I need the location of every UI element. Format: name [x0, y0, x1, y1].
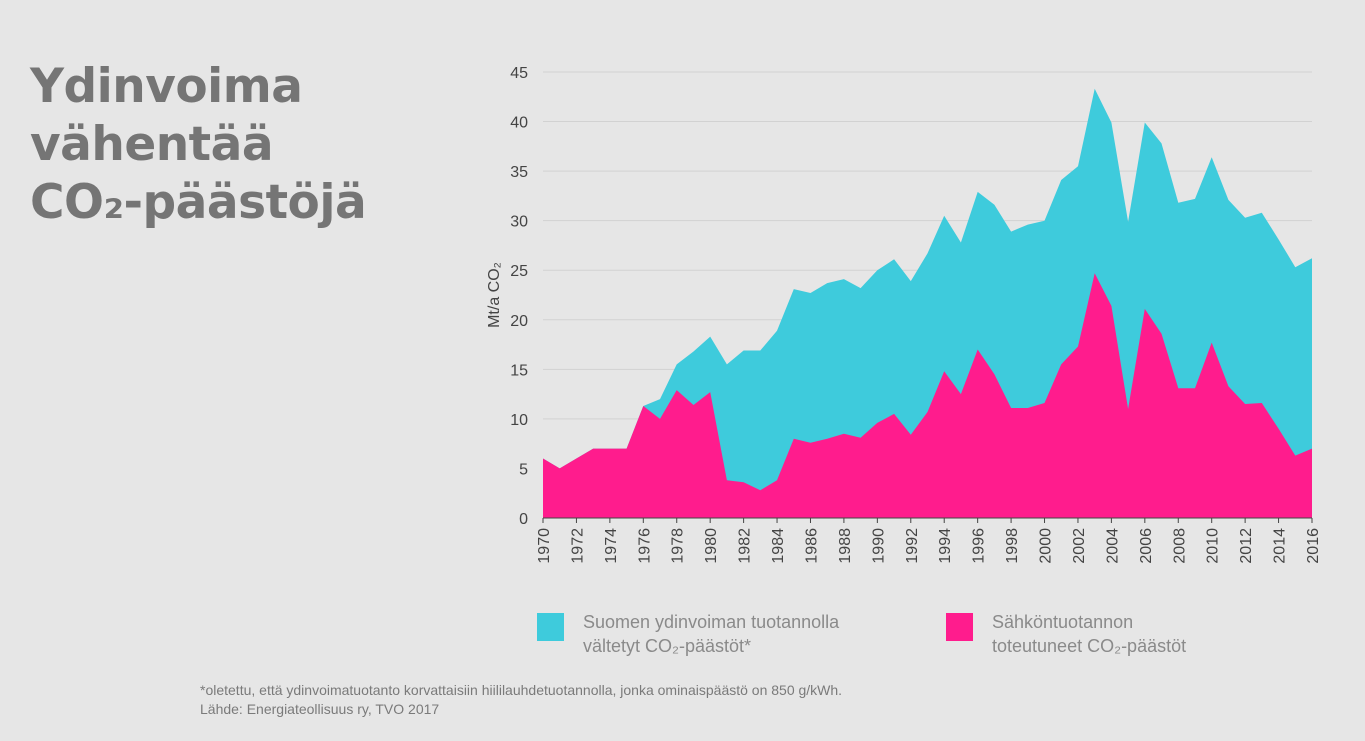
x-tick-label-1994: 1994 — [937, 528, 954, 564]
y-tick-label-25: 25 — [510, 263, 528, 280]
footnote-source: Lähde: Energiateollisuus ry, TVO 2017 — [200, 701, 440, 717]
y-tick-label-30: 30 — [510, 214, 528, 231]
x-tick-label-1972: 1972 — [569, 528, 586, 564]
legend-label-actual-line1: Sähköntuotannon — [992, 612, 1134, 632]
x-axis: 1970 1972 1974 1976 1978 1980 1982 1984 1986 1988… — [536, 517, 1322, 564]
legend-label-avoided-line2: vältetyt CO₂-päästöt* — [583, 636, 752, 656]
x-tick-label-2004: 2004 — [1104, 528, 1121, 564]
y-tick-label-15: 15 — [510, 362, 528, 379]
legend-label-actual: Sähköntuotannon toteutuneet CO₂-päästöt — [992, 610, 1186, 658]
x-tick-label-2016: 2016 — [1305, 528, 1322, 564]
x-tick-label-2008: 2008 — [1171, 528, 1188, 564]
x-tick-label-2014: 2014 — [1272, 528, 1289, 564]
x-tick-label-1978: 1978 — [670, 528, 687, 564]
title-line-1: Ydinvoima — [30, 59, 303, 114]
y-tick-label-35: 35 — [510, 164, 528, 181]
x-tick-label-1996: 1996 — [971, 528, 988, 564]
y-tick-label-20: 20 — [510, 313, 528, 330]
x-tick-label-1990: 1990 — [870, 528, 887, 564]
x-tick-label-1986: 1986 — [803, 528, 820, 564]
y-tick-label-45: 45 — [510, 65, 528, 82]
x-tick-label-1982: 1982 — [737, 528, 754, 564]
x-tick-label-2010: 2010 — [1205, 528, 1222, 564]
legend-swatch-actual — [946, 613, 973, 641]
legend-label-avoided-line1: Suomen ydinvoiman tuotannolla — [583, 612, 840, 632]
x-tick-label-2000: 2000 — [1038, 528, 1055, 564]
footnote: *oletettu, että ydinvoimatuotanto korvat… — [200, 681, 842, 719]
y-tick-label-40: 40 — [510, 115, 528, 132]
y-axis: 0 5 10 15 20 25 30 35 40 45 — [510, 65, 528, 528]
legend-label-actual-line2: toteutuneet CO₂-päästöt — [992, 636, 1187, 656]
y-axis-label: Mt/a CO₂ — [486, 262, 503, 328]
x-tick-label-1976: 1976 — [636, 528, 653, 564]
x-tick-label-1970: 1970 — [536, 528, 553, 564]
title-line-3: CO₂-päästöjä — [30, 175, 367, 230]
x-tick-label-1974: 1974 — [603, 528, 620, 564]
y-tick-label-10: 10 — [510, 412, 528, 429]
page-title: Ydinvoima vähentää CO₂-päästöjä — [30, 58, 367, 232]
title-line-2: vähentää — [30, 117, 274, 172]
y-tick-label-0: 0 — [519, 511, 528, 528]
x-tick-label-2006: 2006 — [1138, 528, 1155, 564]
legend-swatch-avoided — [537, 613, 564, 641]
x-tick-label-1980: 1980 — [703, 528, 720, 564]
x-tick-label-1988: 1988 — [837, 528, 854, 564]
x-tick-label-1992: 1992 — [904, 528, 921, 564]
x-tick-label-2002: 2002 — [1071, 528, 1088, 564]
y-tick-label-5: 5 — [519, 461, 528, 478]
x-tick-label-2012: 2012 — [1238, 528, 1255, 564]
footnote-note: *oletettu, että ydinvoimatuotanto korvat… — [200, 682, 843, 698]
x-tick-label-1984: 1984 — [770, 528, 787, 564]
area-actual-emissions — [543, 273, 1312, 518]
chart-areas — [543, 88, 1312, 519]
legend-label-avoided: Suomen ydinvoiman tuotannolla vältetyt C… — [583, 610, 839, 658]
x-tick-label-1998: 1998 — [1004, 528, 1021, 564]
